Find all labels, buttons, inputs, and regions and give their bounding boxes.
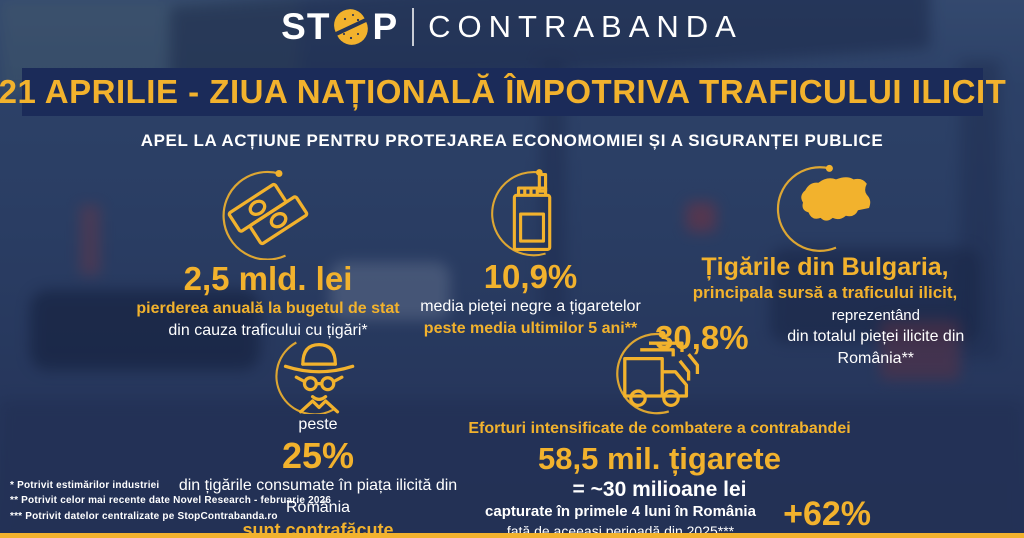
black-market-line2: peste media ultimilor 5 ani** (423, 319, 638, 337)
bulgaria-line3: din totalul pieței ilicite din România** (787, 328, 965, 367)
bg-truck (880, 320, 960, 380)
seizures-header: Eforturi intensificate de combatere a co… (468, 420, 851, 437)
budget-loss-value: 2,5 mld. lei (183, 260, 353, 297)
seizures-delta: +62% (783, 494, 871, 533)
counterfeit-pre: peste (298, 416, 338, 433)
logo-brand-text: CONTRABANDA (428, 9, 743, 44)
bulgaria-line2: reprezentând (831, 307, 920, 325)
footnote-3: *** Potrivit datelor centralizate pe Sto… (10, 510, 278, 522)
footnote-1: * Potrivit estimărilor industriei (10, 479, 160, 491)
black-market-value: 10,9% (483, 258, 578, 295)
logo-p-text: P (372, 6, 399, 47)
bg-car (330, 262, 450, 320)
bg-car (30, 290, 260, 370)
counterfeit-value: 25% (281, 434, 355, 476)
tobacco-coin-icon (334, 9, 369, 45)
subtitle: APEL LA ACȚIUNE PENTRU PROTEJAREA ECONOM… (140, 131, 884, 150)
bg-fuel-pump (80, 205, 100, 275)
detective-icon (275, 341, 355, 414)
seizures-line1: = ~30 milioane lei (572, 477, 747, 501)
cigarette-pack-icon (490, 169, 551, 257)
bulgaria-title: Țigările din Bulgaria, (701, 253, 949, 281)
stat-budget-loss: 2,5 mld. lei pierderea anuală la bugetul… (118, 168, 418, 341)
logo-divider (412, 8, 415, 46)
logo-stop: ST P (281, 6, 398, 48)
banknotes-icon (222, 169, 309, 260)
bottom-accent-bar (0, 533, 1024, 538)
seizures-value: 58,5 mil. țigarete (538, 440, 781, 476)
trucks-icon (615, 330, 699, 415)
stat-bulgaria-source: Țigările din Bulgaria, principala sursă … (655, 164, 995, 370)
budget-loss-line1: pierderea anuală la bugetul de stat (136, 299, 400, 317)
counterfeit-line1: din țigările consumate în piața ilicită … (178, 477, 458, 516)
stat-black-market: 10,9% media pieței negre a țigaretelor p… (398, 168, 663, 339)
bulgaria-line1: principala sursă a traficului ilicit, (692, 283, 958, 302)
footnotes: * Potrivit estimărilor industriei ** Pot… (10, 478, 331, 525)
footnote-2: ** Potrivit celor mai recente date Novel… (10, 495, 332, 506)
seizures-line2: capturate în primele 4 luni în România (485, 502, 756, 520)
logo: ST P CONTRABANDA (0, 6, 1024, 48)
black-market-line1: media pieței negre a țigaretelor (420, 297, 641, 315)
logo-st-text: ST (281, 6, 331, 47)
bg-road (0, 400, 1024, 538)
stat-seizures: Eforturi intensificate de combatere a co… (462, 330, 871, 538)
budget-loss-line2: din cauza traficului cu țigări* (168, 321, 368, 339)
title-banner: 21 APRILIE - ZIUA NAȚIONALĂ ÎMPOTRIVA TR… (0, 68, 1006, 116)
bg-stop-sign (686, 202, 716, 232)
bulgaria-map-icon (776, 164, 871, 252)
page-title: 21 APRILIE - ZIUA NAȚIONALĂ ÎMPOTRIVA TR… (0, 73, 1007, 110)
